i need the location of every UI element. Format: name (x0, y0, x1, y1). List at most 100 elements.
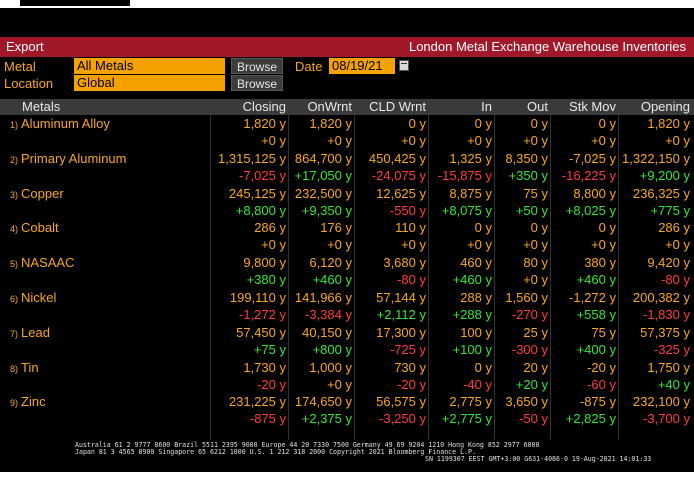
table-row[interactable]: 1) Aluminum Alloy 1,820 y +0 y 1,820 y +0 y 0 … (0, 115, 694, 151)
in-value: 1,325 y (449, 150, 492, 166)
onwrnt-change: +0 y (327, 237, 352, 253)
column-separator (494, 115, 495, 440)
opening-change: +775 y (650, 202, 690, 218)
onwrnt-value: 1,000 y (309, 359, 352, 375)
onwrnt-change: +0 y (327, 376, 352, 392)
closing-value: 1,315,125 y (218, 150, 286, 166)
row-number: 7) (10, 328, 19, 339)
header-onwrnt[interactable]: OnWrnt (307, 99, 352, 114)
row-number: 3) (10, 189, 19, 200)
header-in[interactable]: In (481, 99, 492, 114)
cld-wrnt-change: -725 y (389, 341, 426, 357)
bloomberg-terminal: Export London Metal Exchange Warehouse I… (0, 8, 694, 472)
column-separator (428, 115, 429, 440)
cld-wrnt-value: 56,575 y (376, 394, 426, 410)
onwrnt-change: +0 y (327, 133, 352, 148)
cld-wrnt-change: +0 y (401, 237, 426, 253)
closing-value: 245,125 y (228, 185, 286, 201)
onwrnt-value: 864,700 y (294, 150, 352, 166)
cld-wrnt-value: 57,144 y (376, 290, 426, 305)
cld-wrnt-change: -80 y (397, 272, 426, 288)
header-stk-mov[interactable]: Stk Mov (569, 99, 616, 114)
in-change: +0 y (467, 133, 492, 148)
opening-change: +0 y (665, 237, 690, 253)
row-number: 2) (10, 154, 19, 165)
opening-change: -325 y (653, 341, 690, 357)
out-change: -50 y (519, 411, 548, 427)
stk-mov-change: +0 y (591, 133, 616, 148)
date-field[interactable]: 08/19/21 (329, 58, 395, 74)
table-row[interactable]: 5) NASAAC 9,800 y +380 y 6,120 y +460 y 3,680 … (0, 254, 694, 290)
metal-name[interactable]: 5) NASAAC (10, 254, 74, 271)
metal-field[interactable]: All Metals (74, 58, 225, 74)
metal-name[interactable]: 4) Cobalt (10, 219, 59, 236)
closing-change: -875 y (249, 411, 286, 427)
opening-change: +40 y (657, 376, 690, 392)
column-separator (618, 115, 619, 440)
metal-name[interactable]: 6) Nickel (10, 289, 56, 306)
closing-change: +0 y (261, 133, 286, 148)
cld-wrnt-value: 17,300 y (376, 324, 426, 340)
stk-mov-change: +2,825 y (565, 411, 616, 427)
onwrnt-value: 141,966 y (294, 290, 352, 305)
out-value: 25 y (523, 324, 548, 340)
in-change: +2,775 y (441, 411, 492, 427)
opening-value: 1,322,150 y (622, 150, 690, 166)
metal-browse-button[interactable]: Browse (231, 58, 283, 74)
table-row[interactable]: 6) Nickel 199,110 y -1,272 y 141,966 y -3,384… (0, 289, 694, 325)
row-number: 1) (10, 120, 19, 130)
location-browse-button[interactable]: Browse (231, 75, 283, 91)
table-row[interactable]: 7) Lead 57,450 y +75 y 40,150 y +800 y 17,300 … (0, 324, 694, 360)
table-row[interactable]: 9) Zinc 231,225 y -875 y 174,650 y +2,375 y 56… (0, 393, 694, 429)
metal-name[interactable]: 2) Primary Aluminum (10, 150, 126, 167)
closing-value: 286 y (254, 220, 286, 236)
cld-wrnt-value: 12,625 y (376, 185, 426, 201)
opening-change: +9,200 y (639, 167, 690, 183)
location-field[interactable]: Global (74, 75, 225, 91)
header-metals[interactable]: Metals (22, 99, 61, 114)
metal-label: Cobalt (21, 220, 59, 236)
onwrnt-change: +2,375 y (301, 411, 352, 427)
header-cld-wrnt[interactable]: CLD Wrnt (369, 99, 426, 114)
stk-mov-change: +400 y (576, 341, 616, 357)
calendar-icon[interactable] (399, 60, 409, 71)
opening-value: 57,375 y (640, 324, 690, 340)
out-change: +350 y (508, 167, 548, 183)
metal-name[interactable]: 3) Copper (10, 185, 64, 202)
metal-name[interactable]: 1) Aluminum Alloy (10, 115, 110, 132)
opening-value: 9,420 y (647, 255, 690, 271)
in-change: -40 y (463, 376, 492, 392)
cld-wrnt-value: 3,680 y (383, 255, 426, 271)
closing-value: 9,800 y (243, 255, 286, 271)
metal-name[interactable]: 8) Tin (10, 359, 39, 376)
closing-value: 1,730 y (243, 359, 286, 375)
title-bar: Export London Metal Exchange Warehouse I… (0, 37, 694, 57)
cld-wrnt-value: 450,425 y (368, 150, 426, 166)
stk-mov-value: 0 y (598, 220, 616, 236)
stk-mov-change: +8,025 y (565, 202, 616, 218)
header-opening[interactable]: Opening (640, 99, 690, 114)
opening-value: 286 y (658, 220, 690, 236)
stk-mov-change: -16,225 y (561, 167, 616, 183)
stk-mov-value: -7,025 y (569, 150, 616, 166)
stk-mov-value: 8,800 y (573, 185, 616, 201)
opening-change: +0 y (665, 133, 690, 148)
out-change: -300 y (511, 341, 548, 357)
table-row[interactable]: 2) Primary Aluminum 1,315,125 y -7,025 y 864… (0, 150, 694, 186)
in-change: +0 y (467, 237, 492, 253)
metal-name[interactable]: 9) Zinc (10, 393, 46, 410)
stk-mov-change: +0 y (591, 237, 616, 253)
metal-label: Nickel (21, 290, 57, 305)
metal-name[interactable]: 7) Lead (10, 324, 50, 341)
metal-label: NASAAC (21, 255, 75, 271)
in-change: +288 y (452, 307, 492, 322)
header-out[interactable]: Out (527, 99, 548, 114)
row-number: 6) (10, 294, 19, 304)
row-number: 9) (10, 398, 19, 409)
header-closing[interactable]: Closing (242, 99, 286, 114)
export-button[interactable]: Export (6, 39, 44, 54)
table-row[interactable]: 3) Copper 245,125 y +8,800 y 232,500 y +9,350… (0, 185, 694, 221)
metal-label: Zinc (21, 394, 46, 410)
